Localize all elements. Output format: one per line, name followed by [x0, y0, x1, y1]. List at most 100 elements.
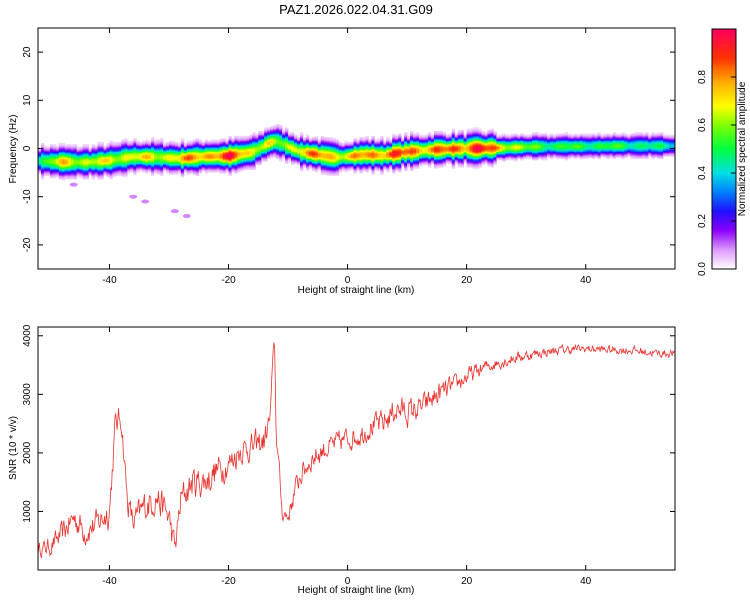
spectral-cell [177, 165, 182, 168]
spectral-cell [338, 161, 343, 163]
spectral-cell [192, 150, 197, 152]
spectral-cell [291, 135, 295, 138]
spectral-cell [112, 164, 116, 167]
spectral-cell [115, 145, 119, 148]
spectral-cell [279, 158, 283, 161]
spectral-cell [395, 153, 399, 156]
spectral-cell [38, 155, 42, 157]
spectral-cell [493, 162, 497, 164]
spectral-cell [520, 152, 524, 155]
spectral-cell [371, 158, 375, 161]
spectral-cell [490, 161, 494, 163]
spectral-cell [344, 153, 348, 156]
spectral-cell [362, 167, 366, 169]
spectral-cell [228, 140, 232, 143]
spectral-cell [258, 131, 262, 133]
spectral-cell [136, 161, 140, 163]
spectral-cell [359, 172, 363, 174]
spectral-cell [216, 156, 220, 158]
spectral-cell [58, 158, 63, 161]
spectral-cell [496, 146, 500, 149]
spectral-cell [139, 159, 143, 162]
spectral-cell [189, 141, 194, 144]
spectral-cell [180, 165, 185, 168]
spectral-cell [148, 170, 152, 173]
spectral-cell [505, 141, 509, 144]
spectral-cell [160, 173, 164, 175]
spectral-cell [326, 172, 331, 174]
spectral-cell [493, 133, 497, 136]
spectral-cell [299, 141, 304, 144]
spectral-cell [82, 150, 87, 152]
spectral-cell [154, 157, 158, 160]
spectral-cell [293, 140, 298, 143]
spectral-cell [246, 147, 250, 150]
spectral-cell [180, 156, 185, 158]
spectral-cell [552, 147, 557, 150]
spectral-cell [76, 157, 81, 160]
spectral-cell [499, 150, 503, 152]
spectral-cell [133, 168, 137, 170]
spectral-cell [317, 139, 322, 142]
spectral-cell [299, 164, 304, 167]
spectral-cell [493, 157, 497, 160]
spectral-cell [320, 167, 325, 169]
spectral-cell [291, 157, 295, 160]
spectral-cell [475, 159, 479, 162]
spectral-cell [118, 158, 122, 161]
spectral-cell [279, 153, 283, 156]
spectral-cell [61, 150, 66, 152]
spectral-cell [508, 145, 512, 148]
spectral-cell [430, 145, 435, 148]
spectral-cell [308, 141, 313, 144]
spectral-cell [582, 137, 587, 139]
spectral-cell [61, 157, 66, 160]
spectral-cell [424, 162, 429, 164]
spectral-cell [305, 165, 310, 168]
spectral-cell [532, 132, 536, 134]
spectral-cell [186, 153, 191, 156]
spectral-cell [148, 152, 152, 155]
spectral-cell [195, 155, 200, 157]
spectral-cell [576, 143, 581, 145]
spectral-cell [124, 170, 128, 173]
spectral-cell [386, 170, 390, 173]
spectral-cell [100, 167, 104, 169]
spectral-cell [154, 163, 158, 166]
spectral-cell [49, 151, 54, 154]
spectral-cell [305, 145, 310, 148]
spectral-cell [547, 146, 551, 149]
spectral-cell [246, 139, 250, 142]
spectral-cell [273, 131, 277, 133]
spectral-cell [64, 147, 69, 150]
spectral-cell [308, 152, 313, 155]
spectral-cell [481, 150, 485, 152]
spectral-cell [121, 158, 125, 161]
spectral-cell [43, 169, 48, 172]
spectral-cell [302, 137, 307, 139]
spectral-cell [225, 168, 229, 170]
spectral-cell [64, 153, 69, 156]
spectral-cell [207, 149, 212, 151]
spectral-cell [469, 163, 473, 166]
spectral-cell [38, 158, 42, 161]
spectral-cell [380, 149, 384, 151]
spectral-cell [555, 149, 560, 151]
spectral-cell [64, 163, 69, 166]
spectral-cell [445, 144, 450, 146]
spectral-cell [552, 138, 557, 140]
spectral-cell [267, 134, 271, 137]
spectral-cell [154, 139, 158, 142]
spectral-cell [332, 144, 337, 146]
spectral-cell [481, 161, 485, 163]
spectral-cell [520, 150, 524, 152]
spectral-cell [416, 163, 420, 166]
spectral-cell [115, 173, 119, 175]
spectral-cell [231, 156, 235, 158]
spectral-cell [225, 164, 229, 167]
spectral-cell [547, 139, 551, 142]
spectral-cell [585, 147, 590, 150]
spectral-cell [174, 152, 179, 155]
spectral-cell [371, 143, 375, 145]
spectral-cell [171, 153, 176, 156]
